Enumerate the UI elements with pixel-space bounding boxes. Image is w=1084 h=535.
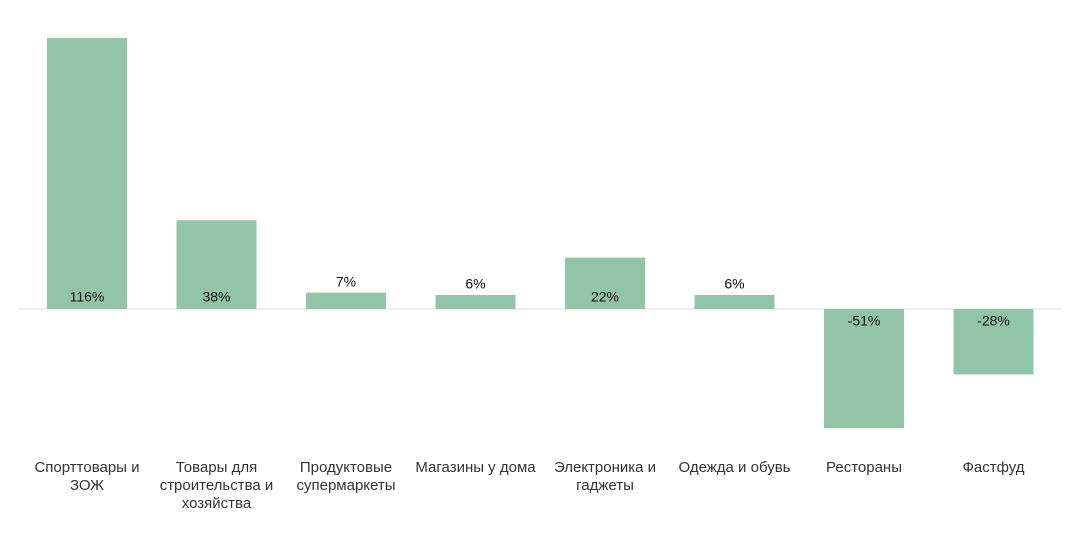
x-tick-label: Фастфуд	[962, 459, 1025, 476]
x-tick-label-box: Рестораны	[826, 459, 902, 476]
value-label: 116%	[70, 289, 105, 305]
value-label: 38%	[202, 289, 230, 305]
x-tick-label-box: Фастфуд	[962, 459, 1025, 476]
bar	[565, 257, 645, 309]
x-tick-label: Товары для строительства и хозяйства	[159, 459, 274, 512]
x-tick-label-box: Магазины у дома	[415, 459, 536, 476]
x-tick-label: Рестораны	[826, 459, 902, 476]
x-tick-label: Одежда и обувь	[678, 459, 791, 476]
bar	[824, 309, 904, 429]
x-tick-label: Магазины у дома	[415, 459, 536, 476]
value-label: -51%	[848, 313, 881, 329]
bar	[306, 292, 386, 309]
x-tick-label-box: Одежда и обувь	[678, 459, 791, 476]
bar	[435, 294, 516, 309]
x-tick-label: Спорттовары и ЗОЖ	[34, 459, 140, 494]
value-label: 6%	[724, 276, 744, 292]
value-label: 7%	[336, 273, 356, 289]
value-label: 6%	[465, 276, 485, 292]
x-tick-label-box: Товары для строительства и хозяйства	[159, 459, 274, 512]
x-tick-label-box: Электроника и гаджеты	[553, 459, 657, 494]
bar	[176, 220, 257, 309]
x-tick-label-box: Продуктовые супермаркеты	[296, 459, 396, 494]
bar	[953, 309, 1034, 375]
bar	[47, 38, 127, 309]
x-tick-label-box: Спорттовары и ЗОЖ	[34, 459, 140, 494]
value-label: -28%	[977, 313, 1010, 329]
value-label: 22%	[591, 289, 619, 305]
x-tick-label: Электроника и гаджеты	[553, 459, 657, 494]
bar	[694, 294, 775, 309]
x-tick-label: Продуктовые супермаркеты	[296, 459, 396, 494]
